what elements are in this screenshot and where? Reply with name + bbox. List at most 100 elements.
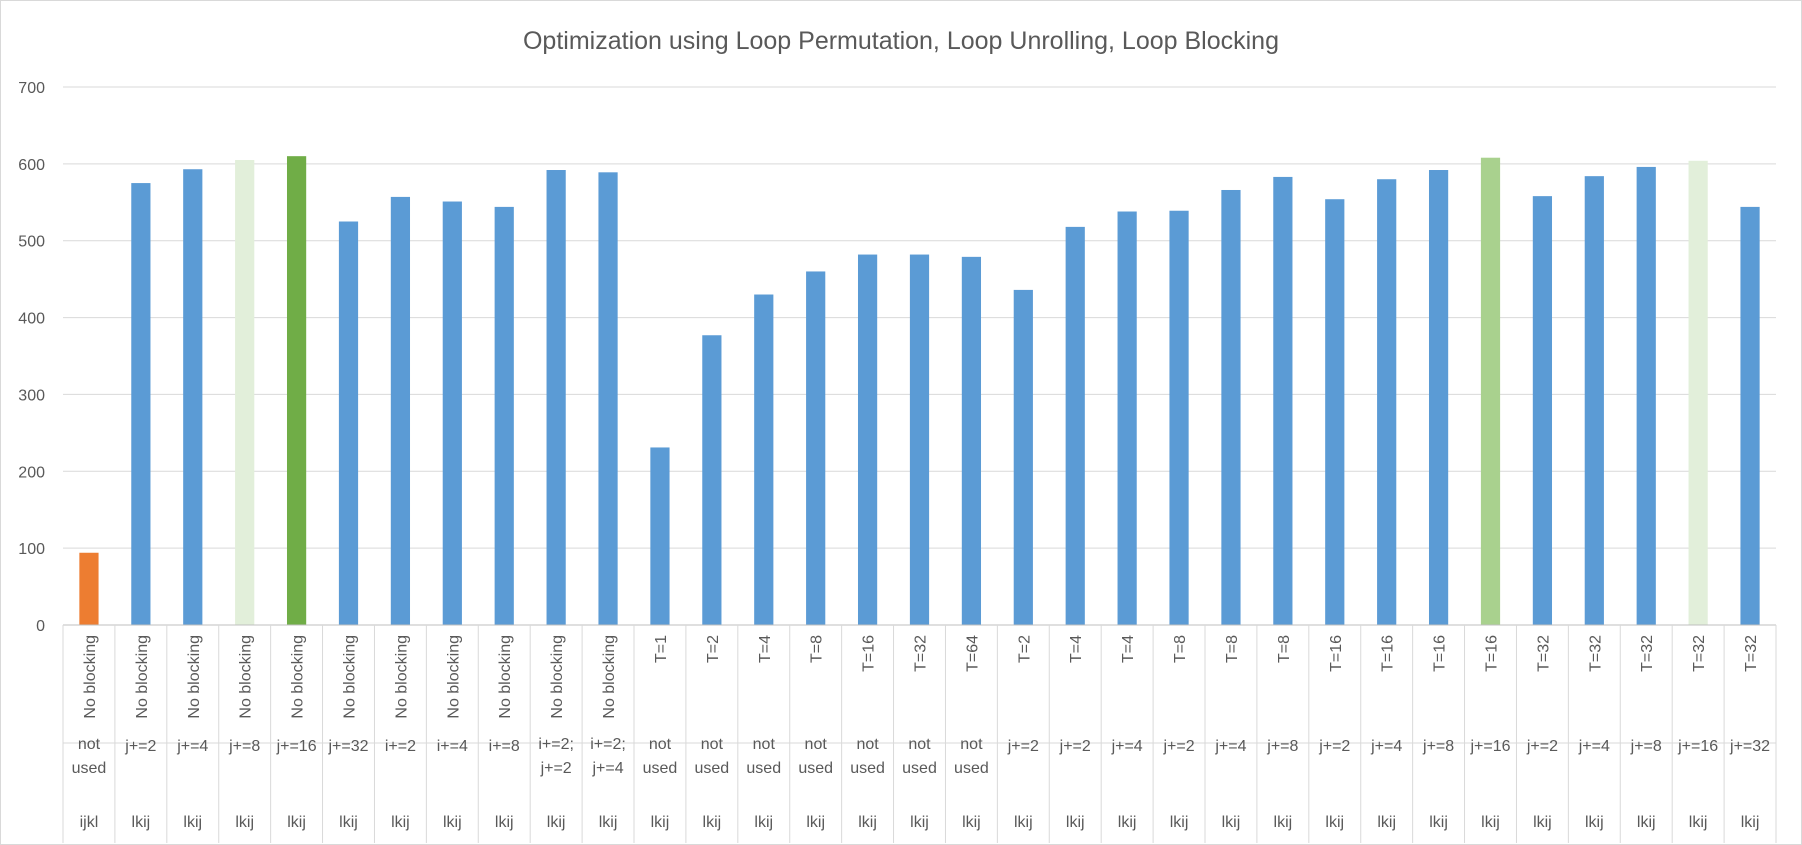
category-label-unrolling: j+=2 [540, 760, 572, 777]
category-label-order: lkij [1637, 814, 1656, 831]
category-label-blocking: No blocking [445, 635, 462, 719]
category-label-blocking: T=16 [1380, 635, 1397, 672]
category-label-blocking: T=16 [1484, 635, 1501, 672]
category-label-unrolling: j+=16 [1469, 738, 1510, 755]
bar [1325, 199, 1345, 625]
category-label-unrolling: not [701, 736, 724, 753]
bar [1740, 206, 1760, 625]
category-label-unrolling: not [908, 736, 931, 753]
category-label-unrolling: j+=8 [1630, 738, 1662, 755]
bar [1584, 176, 1604, 625]
category-label-order: lkij [1741, 814, 1760, 831]
category-label-unrolling: j+=2 [124, 738, 156, 755]
category-label-order: lkij [1222, 814, 1241, 831]
bar [1273, 176, 1293, 625]
x-axis-category-labels: No blocking not used ijkl No blocking j+=2 lki… [72, 635, 1771, 831]
bar [338, 221, 359, 625]
y-axis-tick-labels: 0 100 200 300 400 500 600 700 [18, 80, 45, 635]
category-label-order: lkij [1533, 814, 1552, 831]
bars [79, 156, 1760, 626]
bar [546, 170, 566, 625]
category-label-blocking: T=64 [964, 635, 981, 672]
category-label-blocking: T=32 [1535, 635, 1552, 672]
category-label-unrolling: i+=2; [590, 736, 626, 753]
category-label-blocking: T=2 [705, 635, 722, 663]
category-label-order: lkij [1274, 814, 1293, 831]
y-tick-label: 400 [18, 311, 45, 328]
category-label-blocking: T=32 [1639, 635, 1656, 672]
category-label-blocking: T=1 [653, 635, 670, 663]
y-tick-label: 500 [18, 234, 45, 251]
category-label-unrolling: j+=2 [1318, 738, 1350, 755]
category-label-order: lkij [1429, 814, 1448, 831]
category-label-blocking: No blocking [497, 635, 514, 719]
category-label-unrolling: used [902, 760, 937, 777]
y-tick-label: 700 [18, 80, 45, 97]
category-label-unrolling: used [72, 760, 107, 777]
category-label-blocking: T=8 [1276, 635, 1293, 663]
category-label-unrolling: j+=8 [1266, 738, 1298, 755]
bar [183, 169, 203, 626]
category-label-order: lkij [391, 814, 410, 831]
bar [754, 294, 774, 625]
bar [1117, 211, 1137, 625]
category-label-blocking: No blocking [186, 635, 203, 719]
category-label-order: lkij [132, 814, 151, 831]
category-label-order: lkij [1689, 814, 1708, 831]
category-label-order: lkij [910, 814, 929, 831]
category-label-order: lkij [547, 814, 566, 831]
category-label-blocking: T=8 [1224, 635, 1241, 663]
category-label-unrolling: used [954, 760, 989, 777]
category-label-unrolling: j+=16 [276, 738, 317, 755]
y-tick-label: 300 [18, 387, 45, 404]
category-label-unrolling: i+=8 [489, 738, 520, 755]
category-label-unrolling: j+=2 [1059, 738, 1091, 755]
category-label-blocking: No blocking [290, 635, 307, 719]
bar [909, 254, 930, 625]
category-label-unrolling: j+=8 [228, 738, 260, 755]
category-label-blocking: T=32 [1743, 635, 1760, 672]
category-label-order: lkij [754, 814, 773, 831]
category-label-order: lkij [339, 814, 358, 831]
bar [390, 196, 411, 626]
category-label-blocking: No blocking [549, 635, 566, 719]
category-label-unrolling: not [960, 736, 983, 753]
bar [442, 201, 462, 625]
category-label-order: lkij [183, 814, 202, 831]
category-label-unrolling: used [850, 760, 885, 777]
bar [286, 156, 307, 625]
category-label-unrolling: not [649, 736, 672, 753]
category-label-order: lkij [703, 814, 722, 831]
y-tick-label: 600 [18, 157, 45, 174]
category-label-blocking: No blocking [82, 635, 99, 719]
category-label-blocking: T=32 [1587, 635, 1604, 672]
bar [79, 552, 99, 625]
bar [494, 206, 514, 625]
category-label-order: lkij [1118, 814, 1137, 831]
category-label-unrolling: j+=4 [1578, 738, 1610, 755]
category-label-unrolling: used [695, 760, 730, 777]
category-label-blocking: No blocking [393, 635, 410, 719]
bar [1636, 166, 1656, 625]
bar [1688, 160, 1708, 626]
category-label-blocking: T=32 [1691, 635, 1708, 672]
category-label-unrolling: i+=4 [437, 738, 468, 755]
category-label-unrolling: j+=16 [1677, 738, 1718, 755]
category-label-blocking: T=8 [809, 635, 826, 663]
bar [1013, 289, 1033, 625]
category-label-order: lkij [1066, 814, 1085, 831]
bar [650, 447, 670, 625]
category-label-blocking: T=16 [1432, 635, 1449, 672]
category-label-order: lkij [858, 814, 877, 831]
category-label-unrolling: i+=2 [385, 738, 416, 755]
bar [1221, 189, 1241, 625]
category-label-blocking: T=16 [1328, 635, 1345, 672]
category-label-blocking: T=2 [1016, 635, 1033, 663]
category-label-unrolling: j+=2 [1526, 738, 1558, 755]
category-label-order: ijkl [80, 814, 99, 831]
category-label-unrolling: used [643, 760, 678, 777]
bar [1480, 157, 1501, 626]
category-label-order: lkij [287, 814, 306, 831]
category-label-order: lkij [599, 814, 618, 831]
